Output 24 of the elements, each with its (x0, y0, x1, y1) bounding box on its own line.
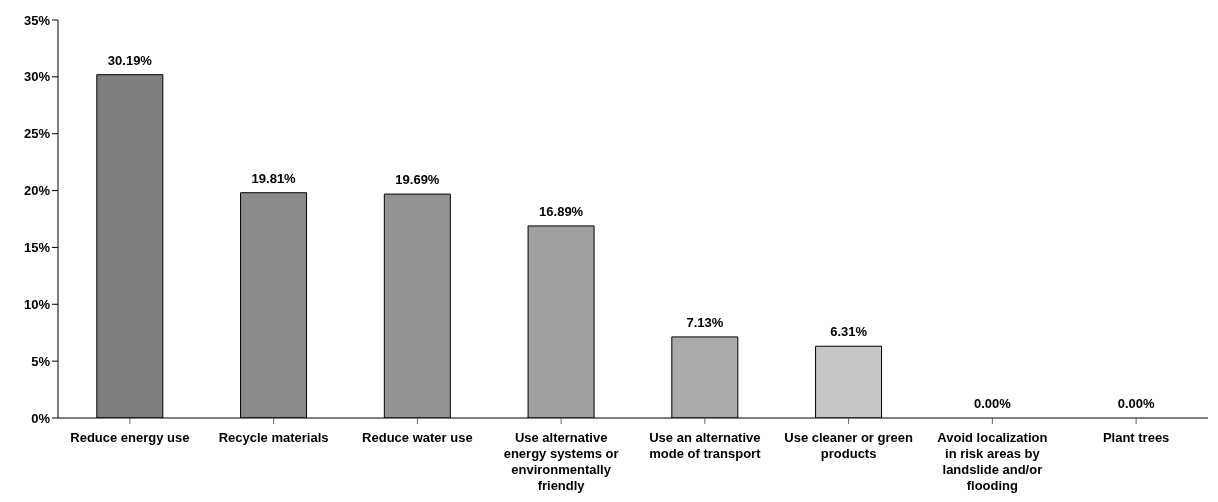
y-tick-label: 30% (23, 69, 51, 85)
y-tick-label: 10% (23, 296, 51, 312)
data-label: 0.00% (973, 396, 1012, 411)
x-tick-label: Use cleaner or green products (784, 430, 913, 461)
y-tick-label: 25% (23, 126, 51, 142)
y-tick-label: 35% (23, 12, 51, 28)
y-tick-label: 20% (23, 183, 51, 199)
data-label: 16.89% (539, 203, 584, 219)
data-label: 30.19% (107, 52, 153, 68)
y-tick-label: 5% (31, 353, 51, 369)
x-tick-label: Use an alternative mode of transport (649, 430, 762, 461)
data-label: 0.00% (1117, 396, 1155, 411)
data-label: 7.13% (686, 314, 724, 330)
x-tick-label: Recycle materials (218, 430, 329, 445)
data-label: 6.31% (830, 324, 868, 340)
x-tick-label: Reduce water use (362, 430, 473, 445)
x-tick-label: Avoid localization in risk areas by landslide and/or flooding (937, 430, 1048, 493)
data-label: 19.81% (251, 170, 297, 186)
x-tick-label: Reduce energy use (70, 430, 190, 445)
x-tick-label: Use alternative energy systems or environmentally friendly (503, 430, 619, 493)
x-tick-label: Plant trees (1102, 430, 1170, 445)
y-tick-label: 15% (23, 240, 51, 256)
y-tick-label: 0% (31, 410, 51, 426)
data-label: 19.69% (395, 172, 440, 188)
